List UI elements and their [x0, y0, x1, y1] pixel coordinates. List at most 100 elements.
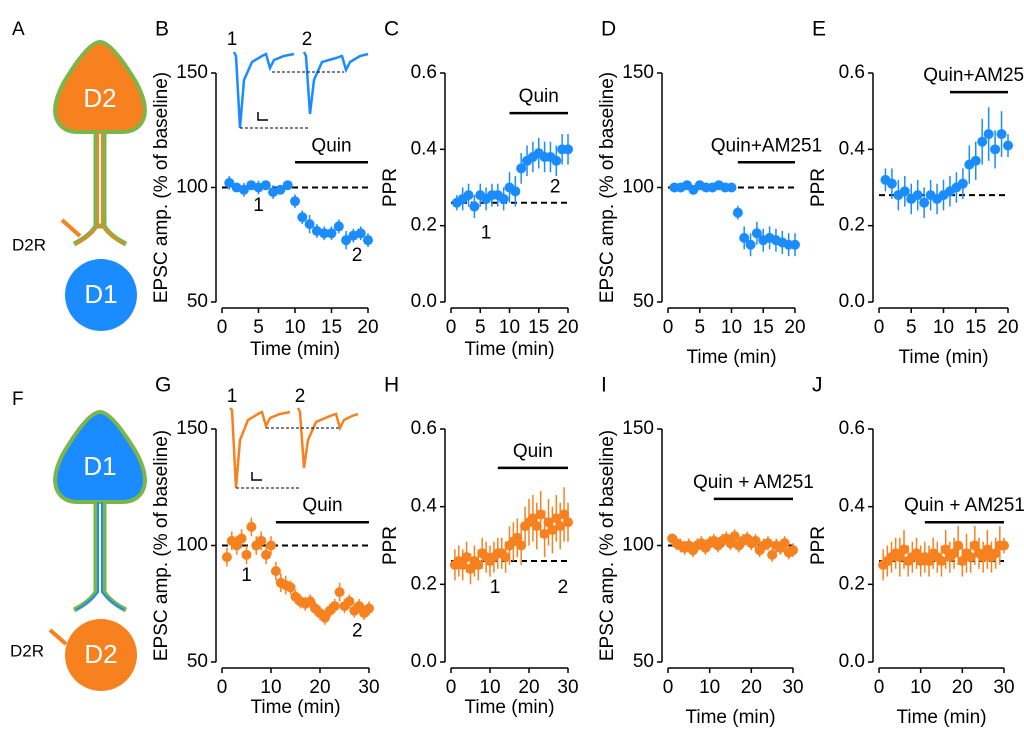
point: [510, 186, 521, 197]
drug-label: Quin: [302, 495, 342, 516]
time-marker: 1: [253, 195, 264, 216]
x-tick-label: 30: [993, 677, 1014, 698]
y-axis-label: PPR: [380, 526, 401, 565]
panel-letter: H: [384, 374, 399, 397]
point: [763, 538, 773, 549]
x-tick-label: 20: [784, 317, 805, 338]
drug-label: Quin + AM251: [904, 495, 1024, 516]
time-marker: 1: [481, 222, 492, 243]
point: [1003, 140, 1013, 151]
point: [990, 548, 1001, 559]
point: [559, 509, 570, 520]
y-tick-label: 50: [633, 651, 654, 672]
x-tick-label: 0: [446, 317, 457, 338]
x-axis-label: Time (min): [464, 339, 554, 360]
receptor-label: D2R: [10, 641, 44, 660]
x-tick-label: 20: [309, 677, 330, 698]
point: [779, 538, 790, 549]
point: [329, 601, 340, 612]
y-tick-label: 0.0: [839, 291, 865, 312]
point: [751, 228, 762, 239]
point: [305, 596, 316, 607]
point: [297, 212, 308, 223]
soma-label: D2: [83, 83, 116, 113]
point: [894, 552, 905, 563]
point: [957, 178, 968, 189]
trace: [229, 407, 291, 489]
time-marker: 2: [352, 621, 363, 642]
point: [739, 232, 750, 243]
point: [326, 228, 337, 239]
point: [266, 540, 276, 551]
x-tick-label: 30: [782, 677, 803, 698]
x-tick-label: 20: [357, 317, 378, 338]
y-tick-label: 0.6: [839, 418, 865, 439]
x-tick-label: 20: [997, 317, 1018, 338]
time-marker: 1: [490, 577, 501, 598]
y-tick-label: 0.6: [839, 62, 865, 83]
x-tick-label: 0: [874, 677, 885, 698]
point: [465, 563, 476, 574]
soma: [53, 409, 147, 504]
x-tick-label: 0: [663, 317, 674, 338]
x-tick-label: 10: [479, 677, 500, 698]
x-axis-label: Time (min): [250, 697, 340, 718]
x-tick-label: 0: [217, 677, 228, 698]
point: [924, 556, 934, 567]
drug-label: Quin+AM251: [923, 65, 1024, 86]
x-tick-label: 20: [741, 677, 762, 698]
y-tick-label: 0.4: [839, 138, 866, 159]
drug-label: Quin: [311, 135, 351, 156]
x-tick-label: 0: [663, 677, 674, 698]
point: [364, 603, 374, 614]
y-tick-label: 0.2: [839, 215, 865, 236]
point: [563, 144, 573, 155]
target-cell: [65, 259, 137, 331]
drug-label: Quin+AM251: [711, 135, 822, 156]
trace: [296, 407, 359, 469]
point: [911, 548, 922, 559]
y-tick-label: 100: [176, 177, 208, 198]
y-tick-label: 0.4: [411, 138, 438, 159]
point: [531, 521, 542, 532]
y-tick-label: 0.0: [839, 651, 865, 672]
x-tick-label: 20: [518, 677, 539, 698]
point: [516, 163, 527, 174]
y-axis-label: EPSC amp. (% of baseline): [597, 430, 618, 661]
drug-label: Quin + AM251: [693, 472, 814, 493]
point: [563, 517, 573, 528]
point: [304, 219, 315, 230]
point: [978, 552, 989, 563]
point: [957, 556, 968, 567]
point: [790, 239, 800, 250]
point: [256, 535, 267, 546]
point: [527, 513, 538, 524]
x-axis-label: Time (min): [686, 347, 776, 368]
point: [999, 540, 1009, 551]
y-axis-label: EPSC amp. (% of baseline): [151, 430, 172, 661]
point: [270, 566, 281, 577]
drug-label: Quin: [519, 86, 559, 107]
point: [354, 601, 365, 612]
x-tick-label: 0: [446, 677, 457, 698]
point: [539, 528, 550, 539]
point: [260, 180, 271, 191]
point: [457, 559, 468, 570]
diagram-f: F D1 D2 D2R: [10, 389, 147, 691]
scale-bar: [251, 472, 262, 481]
y-tick-label: 150: [622, 418, 654, 439]
x-tick-label: 30: [557, 677, 578, 698]
point: [334, 587, 345, 598]
y-tick-label: 150: [176, 418, 208, 439]
y-tick-label: 100: [622, 535, 654, 556]
x-tick-label: 10: [933, 317, 954, 338]
point: [551, 155, 562, 166]
x-tick-label: 5: [475, 317, 486, 338]
x-tick-label: 20: [952, 677, 973, 698]
point: [236, 533, 247, 544]
drug-label: Quin: [513, 441, 553, 462]
guide: [240, 71, 344, 129]
point: [469, 201, 480, 212]
y-tick-label: 0.2: [839, 573, 865, 594]
x-tick-label: 15: [753, 317, 774, 338]
